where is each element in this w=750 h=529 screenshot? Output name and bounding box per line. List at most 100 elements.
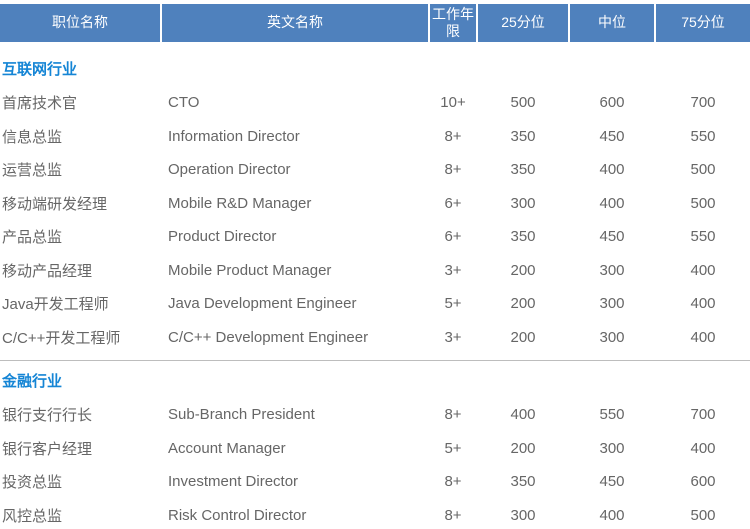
cell-years: 8+ (444, 127, 462, 145)
table-section: 金融行业 银行支行行长 Sub-Branch President 8+ 400 550 7… (0, 371, 750, 529)
header-cell-english: 英文名称 (162, 4, 428, 42)
cell-english: Operation Director (168, 161, 291, 179)
cell-p25: 300 (510, 506, 536, 524)
table-row: 风控总监 Risk Control Director 8+ 300 400 500 (0, 499, 750, 529)
cell-english: Risk Control Director (168, 506, 307, 524)
table-row: 信息总监 Information Director 8+ 350 450 550 (0, 120, 750, 154)
cell-median: 450 (599, 473, 625, 491)
cell-position: 首席技术官 (2, 95, 78, 113)
cell-median: 400 (599, 161, 625, 179)
cell-p25: 350 (510, 228, 536, 246)
section-divider (0, 360, 750, 361)
section-rows: 银行支行行长 Sub-Branch President 8+ 400 550 700 银行客… (0, 398, 750, 529)
table-row: 产品总监 Product Director 6+ 350 450 550 (0, 220, 750, 254)
cell-position: C/C++开发工程师 (2, 329, 121, 347)
cell-years: 8+ (444, 406, 462, 424)
cell-p75: 400 (690, 439, 716, 457)
cell-position: 运营总监 (2, 162, 63, 180)
cell-years: 6+ (444, 194, 462, 212)
cell-position: Java开发工程师 (2, 296, 109, 314)
header-cell-years: 工作年限 (430, 4, 476, 42)
cell-english: Investment Director (168, 473, 299, 491)
cell-p25: 200 (510, 295, 536, 313)
cell-median: 450 (599, 127, 625, 145)
cell-median: 550 (599, 406, 625, 424)
cell-years: 8+ (444, 161, 462, 179)
cell-english: Product Director (168, 228, 277, 246)
table-row: 运营总监 Operation Director 8+ 350 400 500 (0, 153, 750, 187)
cell-english: Information Director (168, 127, 300, 145)
cell-position: 移动端研发经理 (2, 195, 108, 213)
table-row: Java开发工程师 Java Development Engineer 5+ 200 3… (0, 287, 750, 321)
table-row: 银行支行行长 Sub-Branch President 8+ 400 550 700 (0, 398, 750, 432)
table-row: 移动产品经理 Mobile Product Manager 3+ 200 300 400 (0, 254, 750, 288)
cell-p75: 500 (690, 194, 716, 212)
cell-english: C/C++ Development Engineer (168, 328, 369, 346)
header-cell-p25: 25分位 (478, 4, 568, 42)
cell-p75: 400 (690, 261, 716, 279)
cell-english: Mobile R&D Manager (168, 194, 312, 212)
cell-median: 400 (599, 194, 625, 212)
cell-position: 移动产品经理 (2, 262, 93, 280)
cell-p25: 500 (510, 94, 536, 112)
cell-years: 10+ (440, 94, 466, 112)
header-cell-position: 职位名称 (0, 4, 160, 42)
cell-english: Java Development Engineer (168, 295, 357, 313)
cell-p75: 600 (690, 473, 716, 491)
cell-english: Sub-Branch President (168, 406, 315, 424)
cell-median: 300 (599, 295, 625, 313)
cell-years: 6+ (444, 228, 462, 246)
cell-p75: 400 (690, 295, 716, 313)
cell-english: Mobile Product Manager (168, 261, 332, 279)
cell-p75: 700 (690, 406, 716, 424)
table-section: 互联网行业 首席技术官 CTO 10+ 500 600 700 信息总监 Informatio… (0, 59, 750, 354)
table-header: 职位名称 英文名称 工作年限 25分位 中位 75分位 (0, 4, 750, 42)
cell-p75: 550 (690, 127, 716, 145)
cell-median: 450 (599, 228, 625, 246)
cell-p25: 300 (510, 194, 536, 212)
table-body: 互联网行业 首席技术官 CTO 10+ 500 600 700 信息总监 Informatio… (0, 59, 750, 529)
table-row: 银行客户经理 Account Manager 5+ 200 300 400 (0, 432, 750, 466)
cell-years: 5+ (444, 295, 462, 313)
table-row: 移动端研发经理 Mobile R&D Manager 6+ 300 400 500 (0, 187, 750, 221)
section-rows: 首席技术官 CTO 10+ 500 600 700 信息总监 Information Dire… (0, 86, 750, 354)
table-row: 投资总监 Investment Director 8+ 350 450 600 (0, 465, 750, 499)
cell-median: 300 (599, 439, 625, 457)
cell-p25: 350 (510, 473, 536, 491)
cell-p25: 400 (510, 406, 536, 424)
cell-p75: 700 (690, 94, 716, 112)
cell-median: 300 (599, 328, 625, 346)
cell-position: 投资总监 (2, 474, 63, 492)
cell-years: 3+ (444, 328, 462, 346)
cell-position: 信息总监 (2, 128, 63, 146)
cell-p25: 200 (510, 439, 536, 457)
header-cell-p75: 75分位 (656, 4, 750, 42)
table-row: 首席技术官 CTO 10+ 500 600 700 (0, 86, 750, 120)
cell-p25: 200 (510, 261, 536, 279)
cell-position: 银行客户经理 (2, 440, 93, 458)
cell-years: 3+ (444, 261, 462, 279)
cell-p25: 350 (510, 161, 536, 179)
section-title: 金融行业 (2, 373, 63, 390)
cell-p25: 350 (510, 127, 536, 145)
cell-years: 8+ (444, 506, 462, 524)
cell-position: 风控总监 (2, 507, 63, 525)
cell-years: 8+ (444, 473, 462, 491)
cell-p75: 500 (690, 161, 716, 179)
cell-median: 300 (599, 261, 625, 279)
cell-position: 产品总监 (2, 229, 63, 247)
cell-p75: 550 (690, 228, 716, 246)
cell-p25: 200 (510, 328, 536, 346)
cell-position: 银行支行行长 (2, 407, 93, 425)
table-row: C/C++开发工程师 C/C++ Development Engineer 3+ 20… (0, 321, 750, 355)
cell-years: 5+ (444, 439, 462, 457)
cell-p75: 500 (690, 506, 716, 524)
cell-p75: 400 (690, 328, 716, 346)
cell-median: 400 (599, 506, 625, 524)
section-title: 互联网行业 (2, 61, 78, 78)
cell-english: Account Manager (168, 439, 286, 457)
cell-median: 600 (599, 94, 625, 112)
cell-english: CTO (168, 94, 200, 112)
header-cell-median: 中位 (570, 4, 654, 42)
